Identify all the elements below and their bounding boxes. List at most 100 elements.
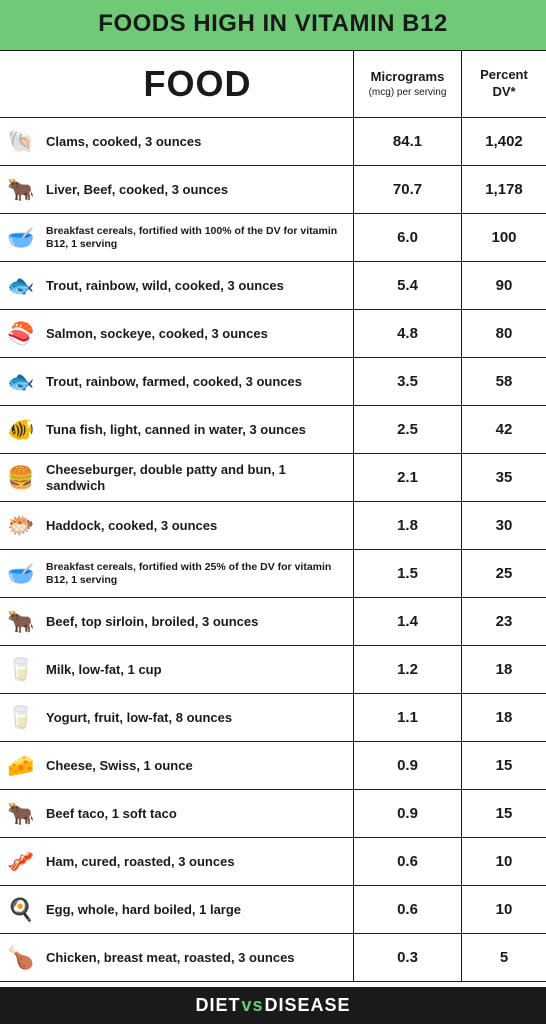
mcg-value: 70.7 (354, 166, 462, 213)
dv-value: 80 (462, 310, 546, 357)
footer-brand: DIETvsDISEASE (0, 987, 546, 1024)
table-row: 🥛Yogurt, fruit, low-fat, 8 ounces1.118 (0, 694, 546, 742)
table-row: 🍗Chicken, breast meat, roasted, 3 ounces… (0, 934, 546, 982)
footer-part1: DIET (195, 995, 240, 1015)
nutrition-table: FOOD Micrograms (mcg) per serving Percen… (0, 50, 546, 982)
header-mcg-line1: Micrograms (371, 69, 445, 86)
table-row: 🐟Trout, rainbow, wild, cooked, 3 ounces5… (0, 262, 546, 310)
dv-value: 5 (462, 934, 546, 981)
food-name: Cheeseburger, double patty and bun, 1 sa… (42, 454, 354, 501)
table-row: 🧀Cheese, Swiss, 1 ounce0.915 (0, 742, 546, 790)
table-row: 🥣Breakfast cereals, fortified with 100% … (0, 214, 546, 262)
food-name: Breakfast cereals, fortified with 100% o… (42, 214, 354, 261)
mcg-value: 0.9 (354, 790, 462, 837)
food-name: Haddock, cooked, 3 ounces (42, 502, 354, 549)
food-name: Cheese, Swiss, 1 ounce (42, 742, 354, 789)
food-icon: 🐂 (0, 598, 42, 645)
mcg-value: 0.9 (354, 742, 462, 789)
table-row: 🥓Ham, cured, roasted, 3 ounces0.610 (0, 838, 546, 886)
food-name: Salmon, sockeye, cooked, 3 ounces (42, 310, 354, 357)
mcg-value: 1.1 (354, 694, 462, 741)
table-header-row: FOOD Micrograms (mcg) per serving Percen… (0, 50, 546, 118)
dv-value: 15 (462, 790, 546, 837)
mcg-value: 2.1 (354, 454, 462, 501)
mcg-value: 1.4 (354, 598, 462, 645)
food-icon: 🐟 (0, 358, 42, 405)
food-icon: 🧀 (0, 742, 42, 789)
header-mcg: Micrograms (mcg) per serving (354, 51, 462, 117)
table-row: 🐚Clams, cooked, 3 ounces84.11,402 (0, 118, 546, 166)
dv-value: 23 (462, 598, 546, 645)
table-row: 🐂Liver, Beef, cooked, 3 ounces70.71,178 (0, 166, 546, 214)
dv-value: 10 (462, 838, 546, 885)
dv-value: 10 (462, 886, 546, 933)
dv-value: 15 (462, 742, 546, 789)
dv-value: 30 (462, 502, 546, 549)
mcg-value: 0.3 (354, 934, 462, 981)
food-name: Milk, low-fat, 1 cup (42, 646, 354, 693)
table-row: 🐟Trout, rainbow, farmed, cooked, 3 ounce… (0, 358, 546, 406)
mcg-value: 1.2 (354, 646, 462, 693)
food-name: Ham, cured, roasted, 3 ounces (42, 838, 354, 885)
page-title: FOODS HIGH IN VITAMIN B12 (0, 0, 546, 50)
food-icon: 🐟 (0, 262, 42, 309)
table-row: 🥣Breakfast cereals, fortified with 25% o… (0, 550, 546, 598)
header-mcg-line2: (mcg) per serving (369, 86, 447, 99)
table-row: 🐂Beef taco, 1 soft taco0.915 (0, 790, 546, 838)
mcg-value: 0.6 (354, 886, 462, 933)
dv-value: 90 (462, 262, 546, 309)
food-name: Breakfast cereals, fortified with 25% of… (42, 550, 354, 597)
food-name: Chicken, breast meat, roasted, 3 ounces (42, 934, 354, 981)
dv-value: 35 (462, 454, 546, 501)
food-icon: 🍗 (0, 934, 42, 981)
dv-value: 100 (462, 214, 546, 261)
food-name: Egg, whole, hard boiled, 1 large (42, 886, 354, 933)
food-icon: 🐚 (0, 118, 42, 165)
mcg-value: 5.4 (354, 262, 462, 309)
table-row: 🍳Egg, whole, hard boiled, 1 large0.610 (0, 886, 546, 934)
table-row: 🍣Salmon, sockeye, cooked, 3 ounces4.880 (0, 310, 546, 358)
header-food: FOOD (42, 51, 354, 117)
dv-value: 58 (462, 358, 546, 405)
table-row: 🐂Beef, top sirloin, broiled, 3 ounces1.4… (0, 598, 546, 646)
mcg-value: 6.0 (354, 214, 462, 261)
food-name: Liver, Beef, cooked, 3 ounces (42, 166, 354, 213)
food-name: Trout, rainbow, wild, cooked, 3 ounces (42, 262, 354, 309)
food-icon: 🐂 (0, 166, 42, 213)
dv-value: 42 (462, 406, 546, 453)
mcg-value: 3.5 (354, 358, 462, 405)
mcg-value: 2.5 (354, 406, 462, 453)
food-name: Trout, rainbow, farmed, cooked, 3 ounces (42, 358, 354, 405)
dv-value: 1,402 (462, 118, 546, 165)
food-name: Tuna fish, light, canned in water, 3 oun… (42, 406, 354, 453)
footer-vs: vs (241, 995, 263, 1015)
dv-value: 1,178 (462, 166, 546, 213)
table-row: 🥛Milk, low-fat, 1 cup1.218 (0, 646, 546, 694)
header-dv-line1: Percent (480, 67, 528, 84)
food-icon: 🥛 (0, 694, 42, 741)
food-icon: 🍣 (0, 310, 42, 357)
mcg-value: 1.5 (354, 550, 462, 597)
mcg-value: 4.8 (354, 310, 462, 357)
food-name: Clams, cooked, 3 ounces (42, 118, 354, 165)
food-name: Beef taco, 1 soft taco (42, 790, 354, 837)
dv-value: 18 (462, 694, 546, 741)
table-row: 🐡Haddock, cooked, 3 ounces1.830 (0, 502, 546, 550)
food-icon: 🥛 (0, 646, 42, 693)
table-row: 🍔Cheeseburger, double patty and bun, 1 s… (0, 454, 546, 502)
food-icon: 🍳 (0, 886, 42, 933)
food-icon: 🐠 (0, 406, 42, 453)
food-icon: 🥣 (0, 214, 42, 261)
food-name: Beef, top sirloin, broiled, 3 ounces (42, 598, 354, 645)
header-dv: Percent DV* (462, 51, 546, 117)
food-name: Yogurt, fruit, low-fat, 8 ounces (42, 694, 354, 741)
mcg-value: 1.8 (354, 502, 462, 549)
food-icon: 🥣 (0, 550, 42, 597)
food-icon: 🥓 (0, 838, 42, 885)
dv-value: 18 (462, 646, 546, 693)
food-icon: 🐂 (0, 790, 42, 837)
dv-value: 25 (462, 550, 546, 597)
header-dv-line2: DV* (492, 84, 515, 101)
table-row: 🐠Tuna fish, light, canned in water, 3 ou… (0, 406, 546, 454)
mcg-value: 0.6 (354, 838, 462, 885)
